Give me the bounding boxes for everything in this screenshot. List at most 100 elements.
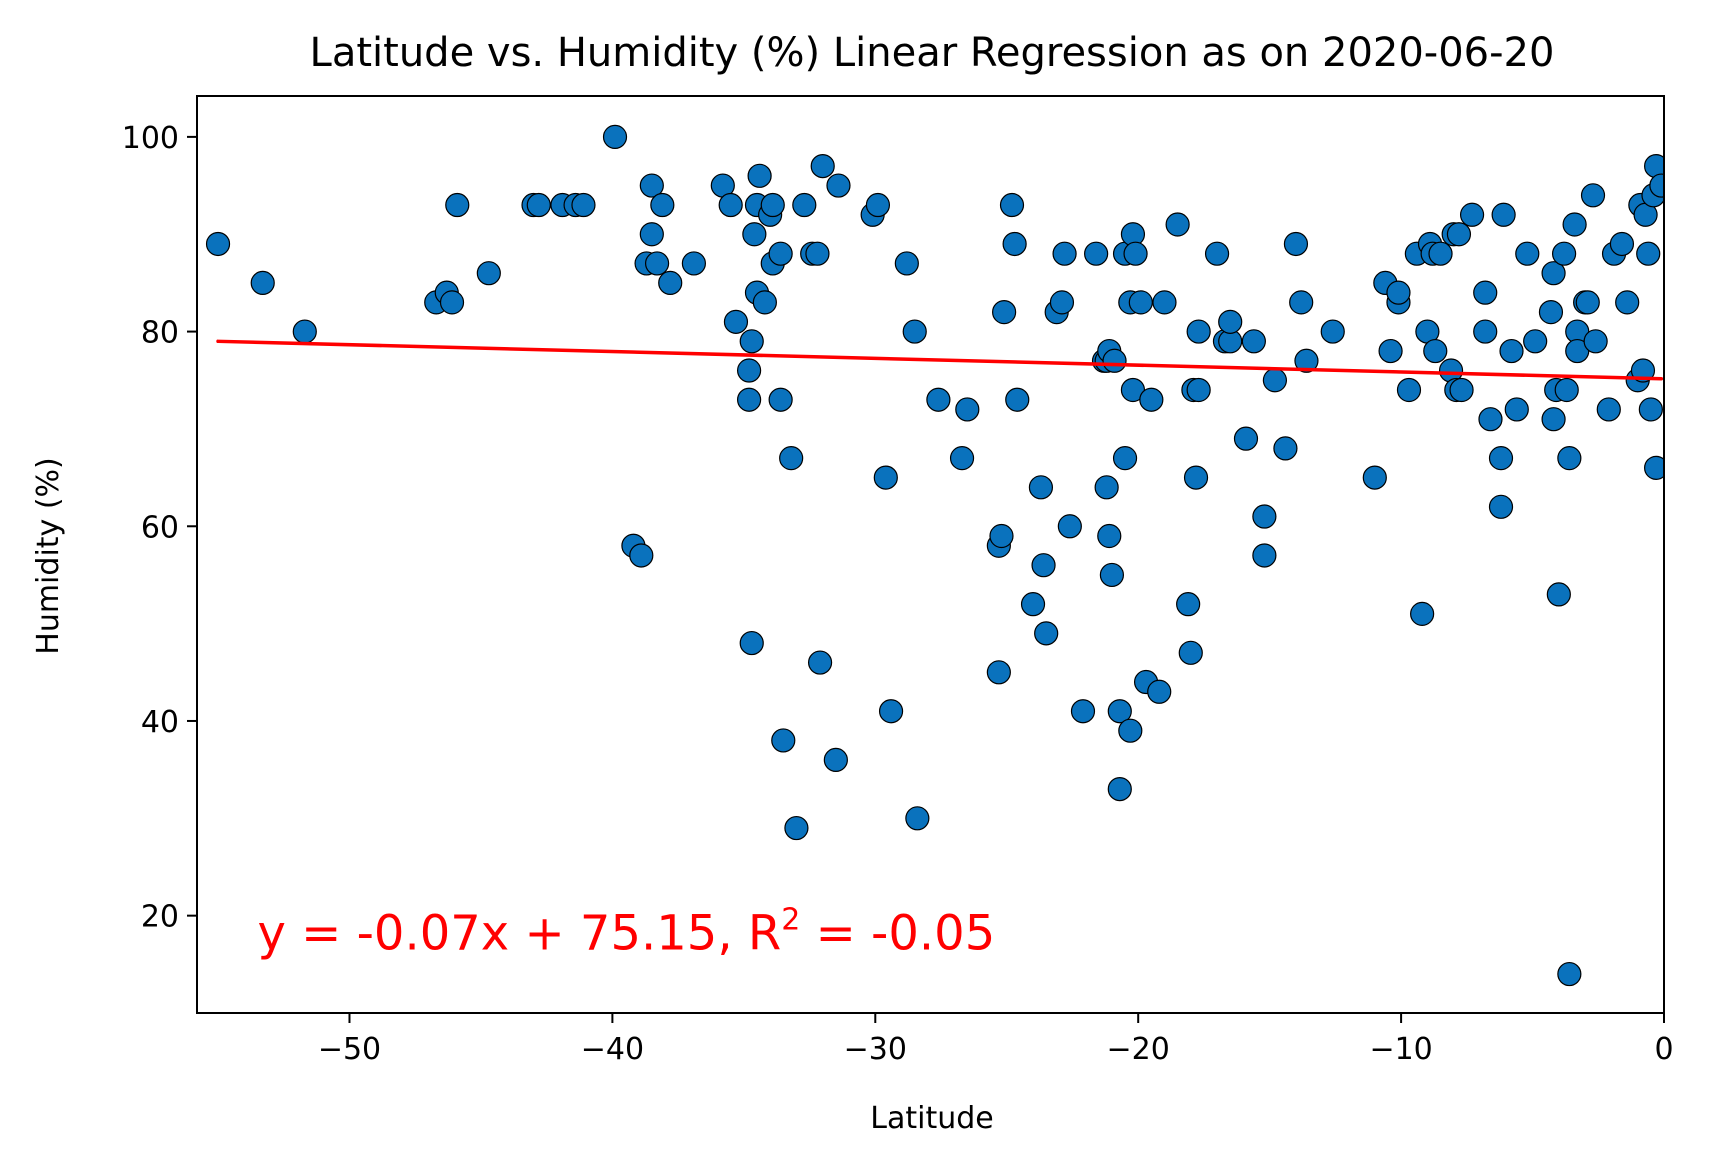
y-tick-label: 20 [141,900,179,935]
data-point [1554,377,1579,403]
data-point [526,192,551,218]
data-point [1557,961,1582,987]
data-point [1609,231,1635,257]
data-point [1630,358,1656,383]
data-point [1002,231,1027,257]
data-point [1057,514,1082,539]
data-point [1241,329,1266,354]
data-point [1233,426,1259,451]
data-point [1289,290,1314,315]
data-point [810,153,835,179]
data-point [1052,241,1077,266]
data-point [1099,562,1125,588]
data-point [1152,290,1177,315]
x-tick-label: −30 [844,1032,907,1067]
data-point [747,163,772,188]
y-tick-label: 80 [141,316,179,351]
data-point [823,747,848,773]
data-point [865,192,891,218]
data-point [1147,679,1172,704]
data-point [1478,407,1503,432]
y-tick-label: 100 [122,121,179,156]
data-point [742,222,767,247]
data-point [1378,338,1403,364]
data-point [1446,222,1472,247]
y-tick-label: 40 [141,705,179,740]
data-point [476,261,501,286]
data-point [779,446,804,471]
data-point [439,290,465,315]
data-point [752,290,777,315]
data-point [1165,212,1190,237]
data-point [784,815,809,841]
data-point [1320,319,1345,344]
data-point [807,650,833,675]
data-point [1504,397,1529,422]
data-point [1084,241,1109,266]
data-point [1428,241,1453,266]
data-point [1644,455,1664,480]
data-point [1107,699,1132,724]
data-point [1523,329,1548,354]
data-point [902,319,927,344]
data-point [1541,261,1566,286]
data-point [739,630,764,656]
data-point [999,192,1025,218]
data-point [905,806,930,831]
axis-ticks: −50 −40 −30 −20 −10 0 20 40 60 80 100 [122,121,1674,1067]
data-point [1218,309,1243,334]
plot-frame [196,95,1665,1014]
data-point [723,309,749,334]
data-point [739,329,764,354]
data-point [1097,523,1122,549]
x-tick-label: −20 [1107,1032,1170,1067]
data-point [894,251,919,276]
data-point [1070,699,1096,724]
data-point [1176,592,1201,617]
data-point [760,192,785,218]
data-point [992,300,1017,325]
data-point [1515,241,1540,266]
data-point [1488,494,1514,519]
data-point [1362,465,1387,490]
data-point [949,446,975,471]
regression-equation-end: = -0.05 [800,906,995,962]
data-points [205,124,1664,987]
data-point [1031,553,1056,578]
data-point [1551,241,1577,266]
data-point [1541,407,1566,432]
data-point [1615,290,1640,315]
x-tick-label: −10 [1369,1032,1432,1067]
data-point [989,523,1014,549]
data-point [792,192,817,218]
data-point [1186,377,1211,403]
data-point [1557,446,1582,471]
data-point [1186,319,1211,344]
data-point [571,192,596,218]
data-point [1636,241,1661,266]
data-point [1028,475,1054,500]
y-tick-label: 60 [141,510,179,545]
plot-area [205,124,1664,987]
x-tick-label: −50 [318,1032,381,1067]
data-point [1102,348,1127,373]
data-point [1107,777,1132,802]
data-point [1499,338,1524,364]
data-point [644,251,670,276]
data-point [1112,446,1138,471]
data-point [1183,465,1209,490]
regression-line [216,339,1664,381]
data-point [1473,280,1498,305]
data-point [602,124,628,149]
x-tick-label: 0 [1654,1032,1673,1067]
y-axis-label: Humidity (%) [31,457,66,654]
data-point [878,699,904,724]
data-point [805,241,830,266]
data-point [1580,183,1606,208]
data-point [768,387,793,412]
data-point [1386,280,1411,305]
data-point [1049,290,1075,315]
chart-title: Latitude vs. Humidity (%) Linear Regress… [310,30,1555,76]
data-point [1473,319,1498,344]
regression-equation: y = -0.07x + 75.15, R2 = -0.05 [257,903,995,962]
